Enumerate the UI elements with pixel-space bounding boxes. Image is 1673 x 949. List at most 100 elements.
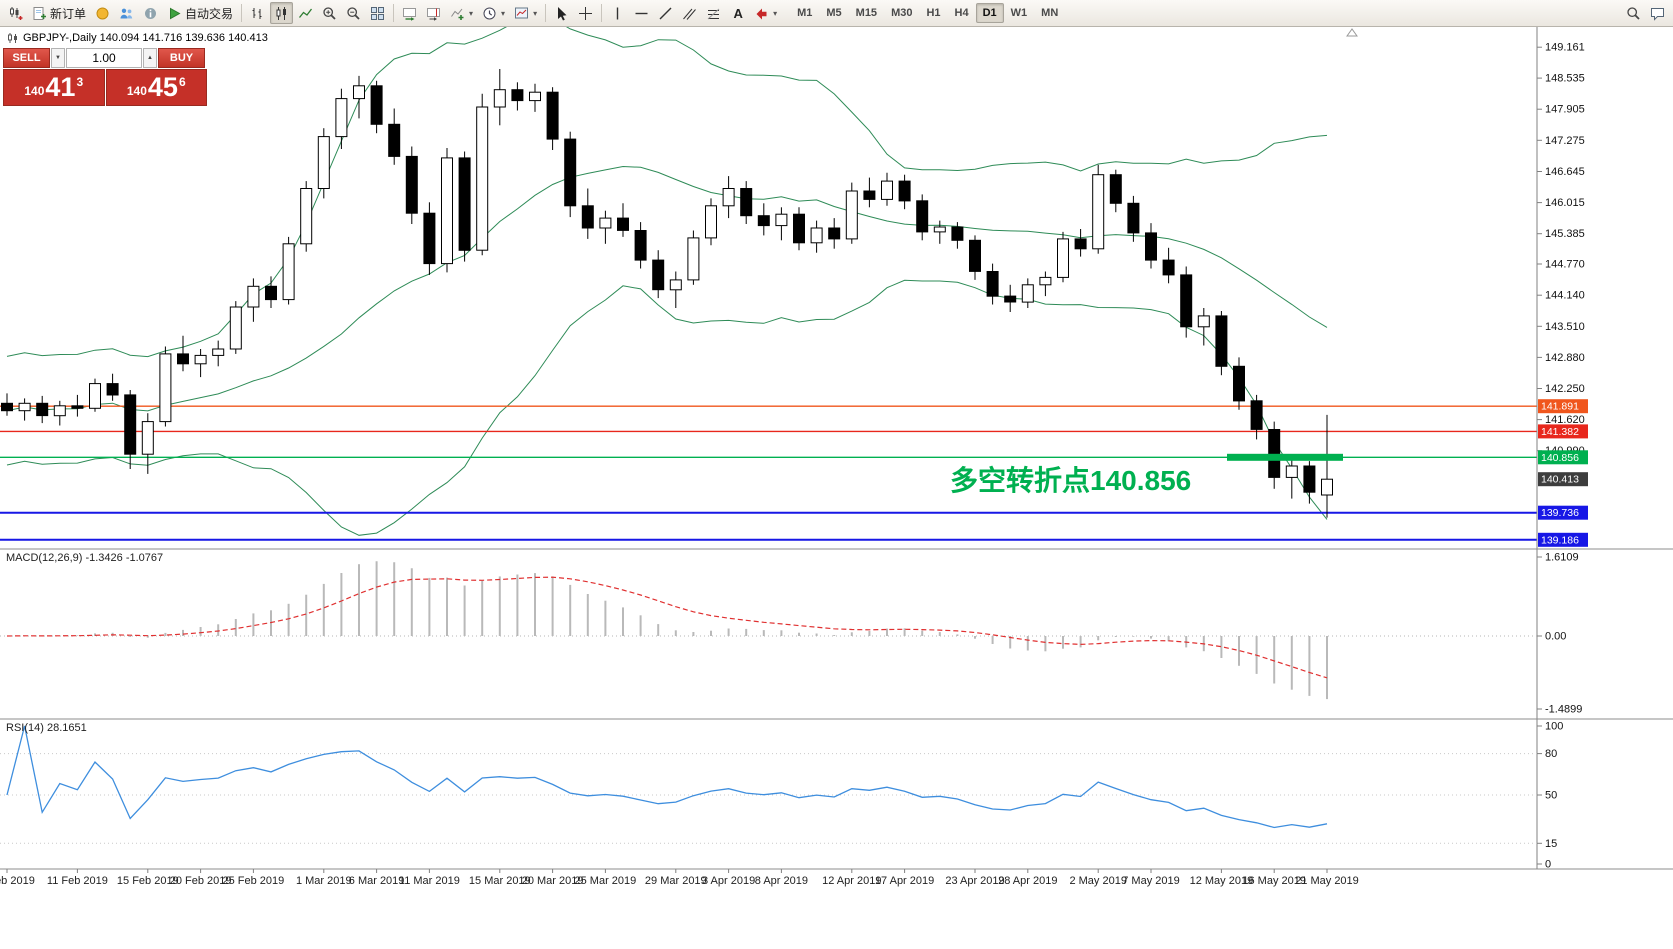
- toolbar-separator: [545, 4, 547, 22]
- date-label: 1 Mar 2019: [296, 875, 352, 887]
- buy-button[interactable]: BUY: [158, 48, 205, 68]
- volume-increase-button[interactable]: ▲: [143, 48, 157, 68]
- cursor-button[interactable]: [550, 2, 573, 24]
- chart-canvas[interactable]: 多空转折点140.856 149.161 148.535 147.905 147.275…: [0, 27, 1673, 949]
- sell-button[interactable]: SELL: [3, 48, 50, 68]
- search-icon: [1626, 6, 1641, 21]
- price-axis-label: 147.275: [1545, 135, 1585, 147]
- zoom-in-button[interactable]: [318, 2, 341, 24]
- rsi-line: [6, 725, 1328, 829]
- timeframe-d1-button[interactable]: D1: [975, 3, 1004, 23]
- rsi-label: RSI(14) 28.1651: [6, 722, 87, 734]
- text-button[interactable]: A: [726, 2, 749, 24]
- auto-scroll-button[interactable]: [398, 2, 421, 24]
- autotrading-icon: [167, 6, 182, 21]
- search-button[interactable]: [1622, 2, 1645, 24]
- timeframe-m30-button[interactable]: M30: [891, 7, 913, 19]
- new-chart-button[interactable]: [4, 2, 27, 24]
- zoom-out-button[interactable]: [342, 2, 365, 24]
- template-icon: [514, 6, 529, 21]
- arrows-button[interactable]: ▾: [750, 2, 781, 24]
- svg-text:A: A: [734, 6, 744, 21]
- caret-down-icon: ▾: [533, 8, 538, 18]
- metaquotes-id-button[interactable]: [139, 2, 162, 24]
- candlestick-mode-button[interactable]: [270, 2, 294, 24]
- buy-price-point: 6: [178, 75, 186, 89]
- community-icon: [95, 6, 110, 21]
- metaquotes-icon: [143, 6, 158, 21]
- timeframe-m5-button[interactable]: M5: [826, 7, 842, 19]
- caret-down-icon: ▾: [773, 8, 778, 18]
- svg-text:141.382: 141.382: [1541, 426, 1579, 438]
- volume-decrease-button[interactable]: ▼: [51, 48, 65, 68]
- level-price-label: 141.382: [1538, 424, 1588, 439]
- date-label: 5 Feb 2019: [0, 875, 35, 887]
- macd-panel: [0, 561, 1537, 700]
- price-axis-label: 148.535: [1545, 73, 1585, 85]
- support-highlight-segment[interactable]: [1227, 453, 1343, 461]
- crosshair-button[interactable]: [574, 2, 597, 24]
- chart-shift-button[interactable]: [422, 2, 445, 24]
- macd-axis-label: -1.4899: [1545, 704, 1582, 716]
- autotrading-button[interactable]: 自动交易: [163, 2, 237, 24]
- arrows-icon: [754, 6, 769, 21]
- timeframe-w1-button[interactable]: W1: [1010, 7, 1028, 19]
- date-label: 25 Feb 2019: [223, 875, 285, 887]
- bollinger-upper-band[interactable]: [6, 27, 1328, 358]
- price-axis[interactable]: 149.161 148.535 147.905 147.275 146.645 146.0…: [1537, 42, 1588, 547]
- sell-price-box[interactable]: 140 41 3: [3, 69, 105, 106]
- level-price-label: 139.736: [1538, 505, 1588, 520]
- chat-button[interactable]: [1646, 2, 1669, 24]
- bollinger-middle-band[interactable]: [6, 165, 1328, 412]
- svg-text:140.413: 140.413: [1541, 474, 1579, 486]
- crosshair-icon: [578, 6, 593, 21]
- periods-button[interactable]: ▾: [478, 2, 509, 24]
- date-label: 2 May 2019: [1069, 875, 1126, 887]
- candles-icon: [274, 6, 289, 21]
- equidistant-channel-button[interactable]: [678, 2, 701, 24]
- buy-price-box[interactable]: 140 45 6: [105, 69, 207, 106]
- rsi-axis-label: 0: [1545, 859, 1551, 871]
- date-label: 11 Feb 2019: [47, 875, 108, 887]
- date-label: 23 Apr 2019: [945, 875, 1004, 887]
- contacts-button[interactable]: [115, 2, 138, 24]
- buy-price-pips: 45: [147, 72, 178, 102]
- cursor-icon: [554, 6, 569, 21]
- annotation-text[interactable]: 多空转折点140.856: [950, 464, 1191, 496]
- timeframe-m1-button[interactable]: M1: [797, 7, 813, 19]
- rsi-axis-label: 15: [1545, 838, 1557, 850]
- community-button[interactable]: [91, 2, 114, 24]
- caret-down-icon: ▼: [55, 55, 61, 61]
- caret-down-icon: ▾: [501, 8, 506, 18]
- new-order-button[interactable]: 新订单: [28, 2, 90, 24]
- price-axis-label: 141.620: [1545, 414, 1585, 426]
- tile-windows-button[interactable]: [366, 2, 389, 24]
- timeframe-m15-button[interactable]: M15: [855, 7, 878, 19]
- fibonacci-retracement-button[interactable]: [702, 2, 725, 24]
- fibo-icon: [706, 6, 721, 21]
- line-chart-mode-button[interactable]: [294, 2, 317, 24]
- new-order-label: 新订单: [50, 6, 87, 21]
- chat-icon: [1650, 6, 1665, 21]
- chart-shift-marker[interactable]: [1346, 28, 1358, 37]
- indicators-list-button[interactable]: ▾: [446, 2, 477, 24]
- vertical-line-button[interactable]: [606, 2, 629, 24]
- timeframe-h4-button[interactable]: H4: [954, 7, 969, 19]
- volume-input[interactable]: [66, 48, 142, 68]
- bar-chart-mode-button[interactable]: [246, 2, 269, 24]
- timeframe-group: M1 M5 M15 M30 H1 H4 D1 W1 MN: [790, 3, 1065, 23]
- autotrading-label: 自动交易: [185, 6, 234, 21]
- timeframe-mn-button[interactable]: MN: [1041, 7, 1059, 19]
- timeframe-h1-button[interactable]: H1: [926, 7, 941, 19]
- text-icon: A: [730, 6, 745, 21]
- templates-button[interactable]: ▾: [510, 2, 541, 24]
- trend-icon: [658, 6, 673, 21]
- toolbar: 新订单 自动交易 ▾ ▾ ▾ A ▾ M1 M5 M15 M30 H1 H4 D1 W1 MN: [0, 0, 1673, 27]
- horizontal-line-button[interactable]: [630, 2, 653, 24]
- contacts-icon: [119, 6, 134, 21]
- trendline-button[interactable]: [654, 2, 677, 24]
- date-label: 15 Feb 2019: [117, 875, 179, 887]
- macd-signal-line: [6, 576, 1328, 679]
- sell-price-main: 140: [24, 84, 45, 98]
